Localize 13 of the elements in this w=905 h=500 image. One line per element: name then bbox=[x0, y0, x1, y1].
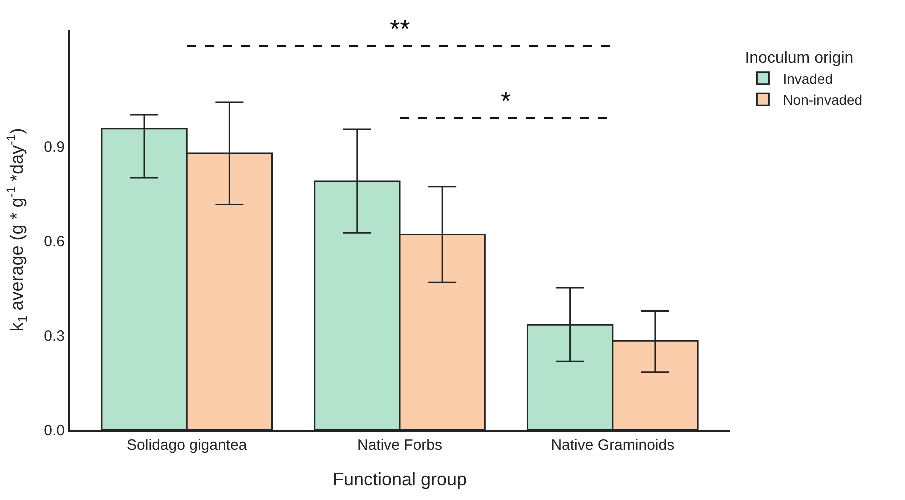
legend-title: Inoculum origin bbox=[745, 50, 854, 67]
x-tick-label: Native Graminoids bbox=[551, 437, 675, 454]
y-tick-label: 0.9 bbox=[44, 138, 65, 156]
legend-label: Non-invaded bbox=[783, 92, 863, 108]
legend-label: Invaded bbox=[783, 70, 834, 87]
x-tick-label: Solidago gigantea bbox=[127, 437, 248, 454]
y-tick-label: 0.6 bbox=[44, 233, 65, 250]
y-tick-label: 0.0 bbox=[44, 422, 65, 440]
annotation: ** bbox=[390, 14, 410, 44]
x-axis-title: Functional group bbox=[332, 470, 468, 490]
y-tick-label: 0.3 bbox=[44, 328, 65, 345]
x-tick-label: Native Forbs bbox=[357, 437, 443, 454]
annotation: * bbox=[501, 86, 512, 116]
